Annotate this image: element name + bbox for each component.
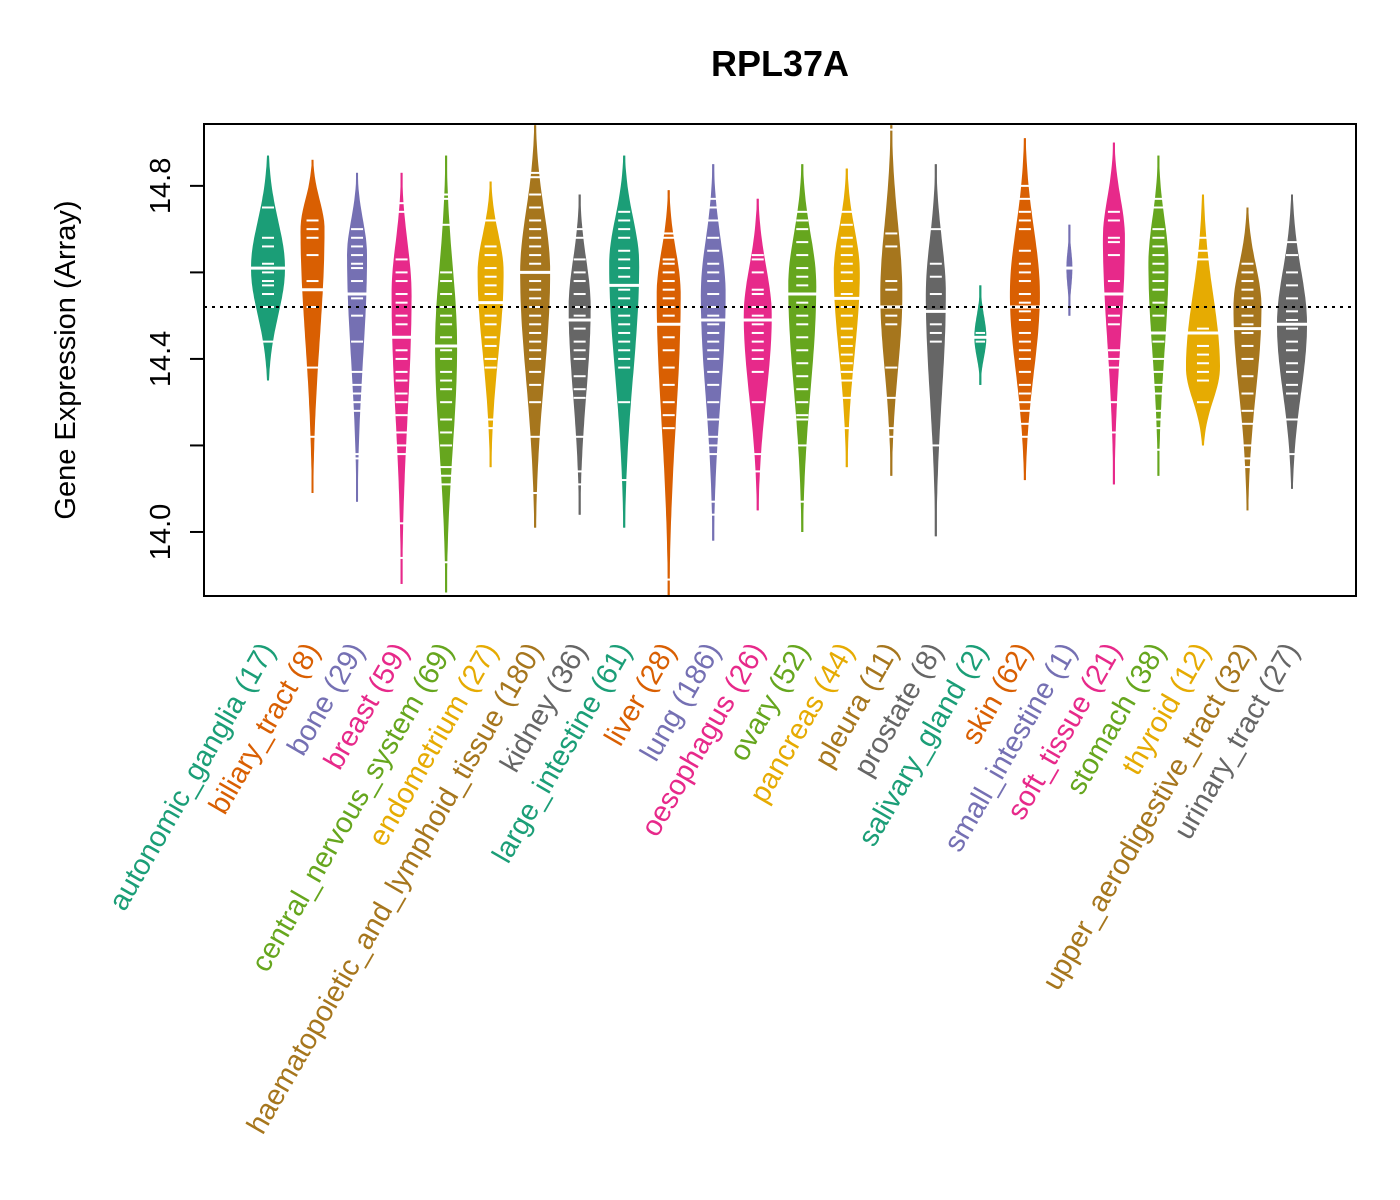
violin-body	[880, 125, 903, 476]
violin-body	[391, 172, 412, 584]
violin-body	[1009, 138, 1040, 481]
violin-body	[568, 194, 591, 515]
violin-stomach	[1147, 155, 1170, 476]
violin-body	[788, 164, 817, 532]
violin-soft_tissue	[1101, 142, 1126, 485]
violin-lung	[699, 164, 727, 541]
violin-upper_aerodigestive_tract	[1232, 207, 1263, 511]
violin-urinary_tract	[1276, 194, 1308, 489]
violin-ovary	[787, 164, 818, 532]
violin-body	[1102, 142, 1125, 485]
violin-central_nervous_system	[434, 155, 459, 593]
violin-body	[300, 159, 325, 493]
violin-liver	[655, 190, 682, 597]
violin-body	[974, 285, 987, 385]
violin-body	[1186, 194, 1220, 446]
violin-body	[656, 190, 681, 597]
violin-kidney	[567, 194, 592, 515]
violin-bone	[346, 172, 369, 502]
chart-title: RPL37A	[711, 43, 849, 84]
violin-body	[833, 168, 860, 468]
violin-body	[925, 164, 946, 537]
violin-endometrium	[476, 181, 505, 468]
y-tick-label: 14.4	[145, 331, 177, 387]
violin-body	[520, 125, 551, 528]
violin-body	[700, 164, 726, 541]
violin-body	[435, 155, 458, 593]
y-tick-label: 14.8	[145, 158, 177, 214]
violin-prostate	[924, 164, 947, 537]
violin-salivary_gland	[973, 285, 988, 385]
violin-body	[743, 198, 772, 511]
y-axis: 14.0 14.4 14.8	[145, 158, 204, 560]
violin-pancreas	[832, 168, 861, 468]
violin-autonomic_ganglia	[250, 155, 286, 381]
violin-body	[347, 172, 367, 502]
violin-oesophagus	[742, 198, 773, 511]
violin-pleura	[879, 125, 904, 476]
plot-frame	[203, 123, 1357, 597]
violin-small_intestine	[1065, 224, 1074, 316]
violin-breast	[390, 172, 413, 584]
violin-skin	[1008, 138, 1041, 481]
violin-haematopoietic_and_lymphoid_tissue	[519, 125, 552, 528]
violin-body	[1066, 224, 1073, 316]
violin-biliary_tract	[299, 159, 326, 494]
x-axis-labels: autonomic_ganglia (17)biliary_tract (8)b…	[103, 638, 1306, 1140]
y-axis-label: Gene Expression (Array)	[50, 200, 82, 519]
violin-thyroid	[1184, 194, 1221, 446]
violin-large_intestine	[608, 155, 641, 528]
y-tick-label: 14.0	[145, 504, 177, 560]
violins-layer	[250, 125, 1308, 597]
